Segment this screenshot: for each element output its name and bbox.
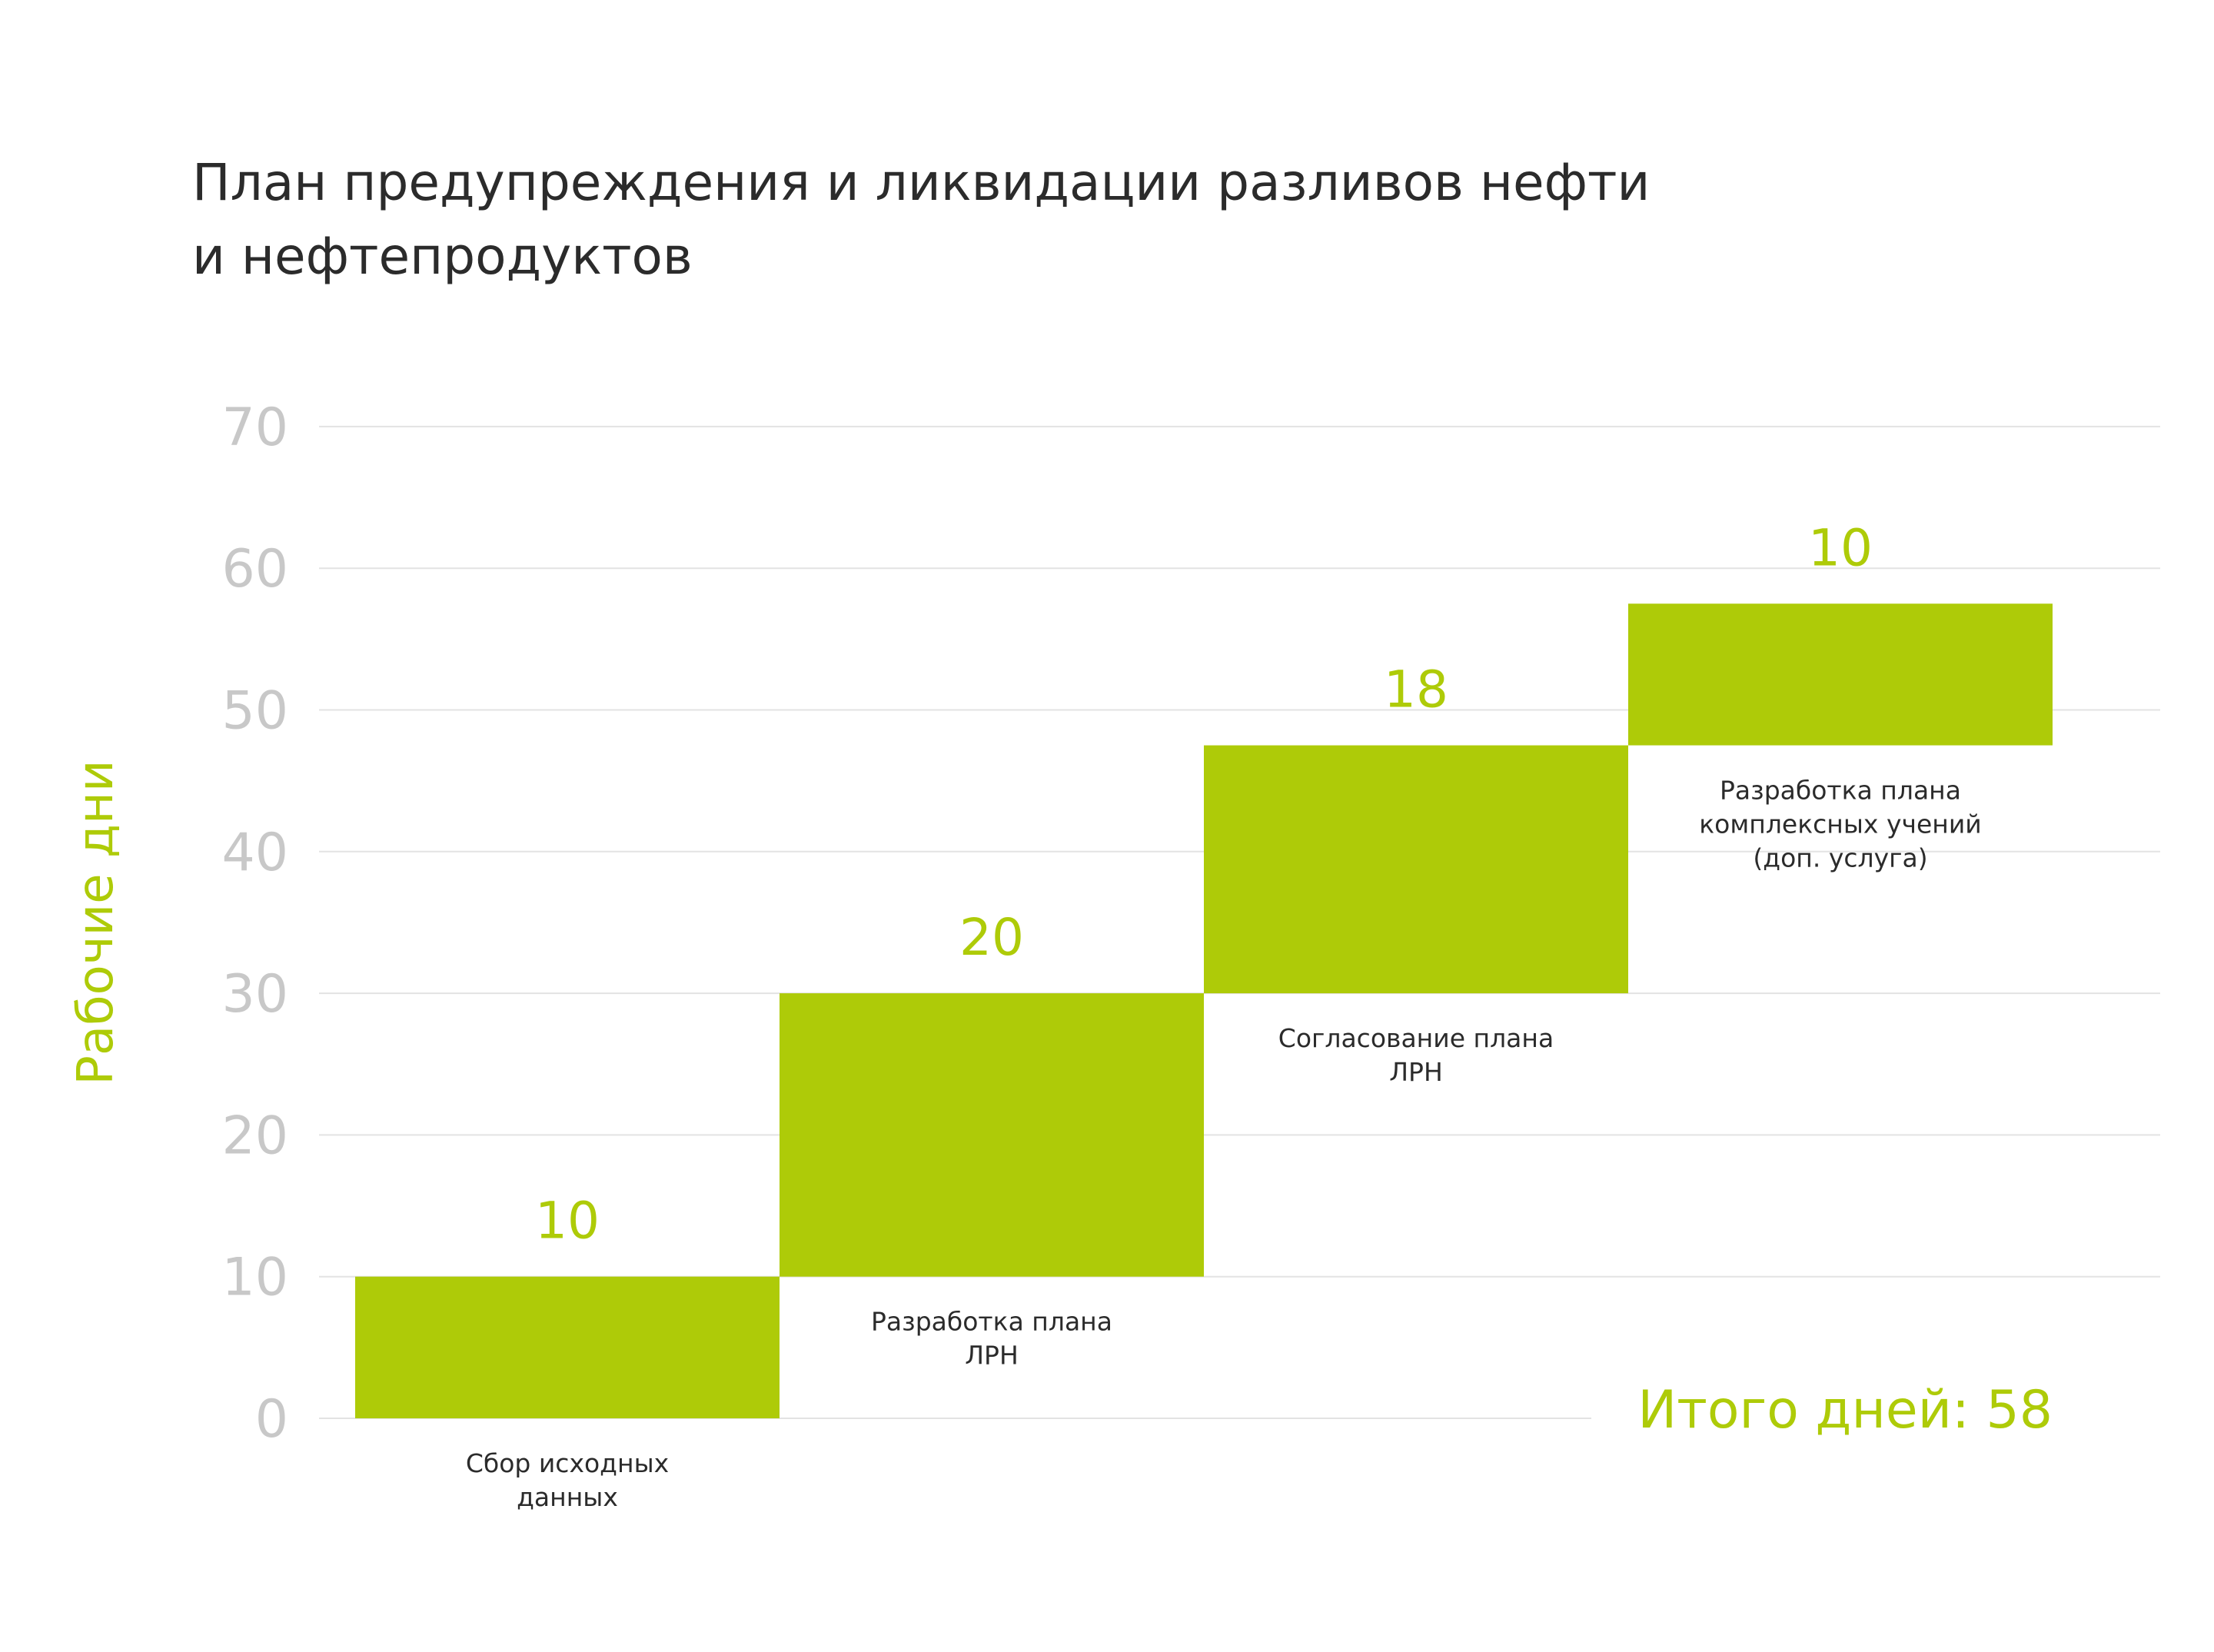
category-label: Разработка плана	[1720, 776, 1961, 806]
y-tick-label: 60	[221, 539, 288, 600]
category-label: ЛРН	[965, 1341, 1019, 1371]
y-tick-label: 20	[221, 1105, 288, 1166]
chart-title: План предупреждения и ликвидации разливо…	[192, 146, 1960, 294]
total-days-label: Итого дней: 58	[1637, 1380, 2053, 1441]
bar	[355, 1276, 780, 1418]
data-label: 10	[535, 1192, 600, 1251]
y-tick-label: 40	[221, 823, 288, 883]
category-label: ЛРН	[1389, 1057, 1443, 1087]
bar	[1204, 745, 1628, 994]
y-tick-label: 50	[221, 681, 288, 742]
y-tick-label: 70	[221, 397, 288, 458]
data-label: 18	[1384, 660, 1448, 720]
y-tick-label: 10	[221, 1248, 288, 1308]
bar	[1628, 603, 2053, 746]
chart-title-line-1: План предупреждения и ликвидации разливо…	[192, 153, 1651, 212]
category-label: комплексных учений	[1699, 809, 1982, 839]
category-label: Согласование плана	[1278, 1023, 1554, 1053]
y-tick-label: 30	[221, 964, 288, 1025]
category-label: Разработка плана	[871, 1307, 1112, 1337]
data-label: 10	[1808, 518, 1873, 577]
y-tick-label: 0	[255, 1389, 288, 1450]
category-label: (доп. услуга)	[1753, 843, 1927, 873]
category-label: Сбор исходных	[466, 1448, 669, 1478]
category-label: данных	[517, 1482, 618, 1512]
chart-title-line-2: и нефтепродуктов	[192, 227, 693, 286]
bar	[780, 993, 1204, 1277]
data-label: 20	[959, 908, 1024, 967]
